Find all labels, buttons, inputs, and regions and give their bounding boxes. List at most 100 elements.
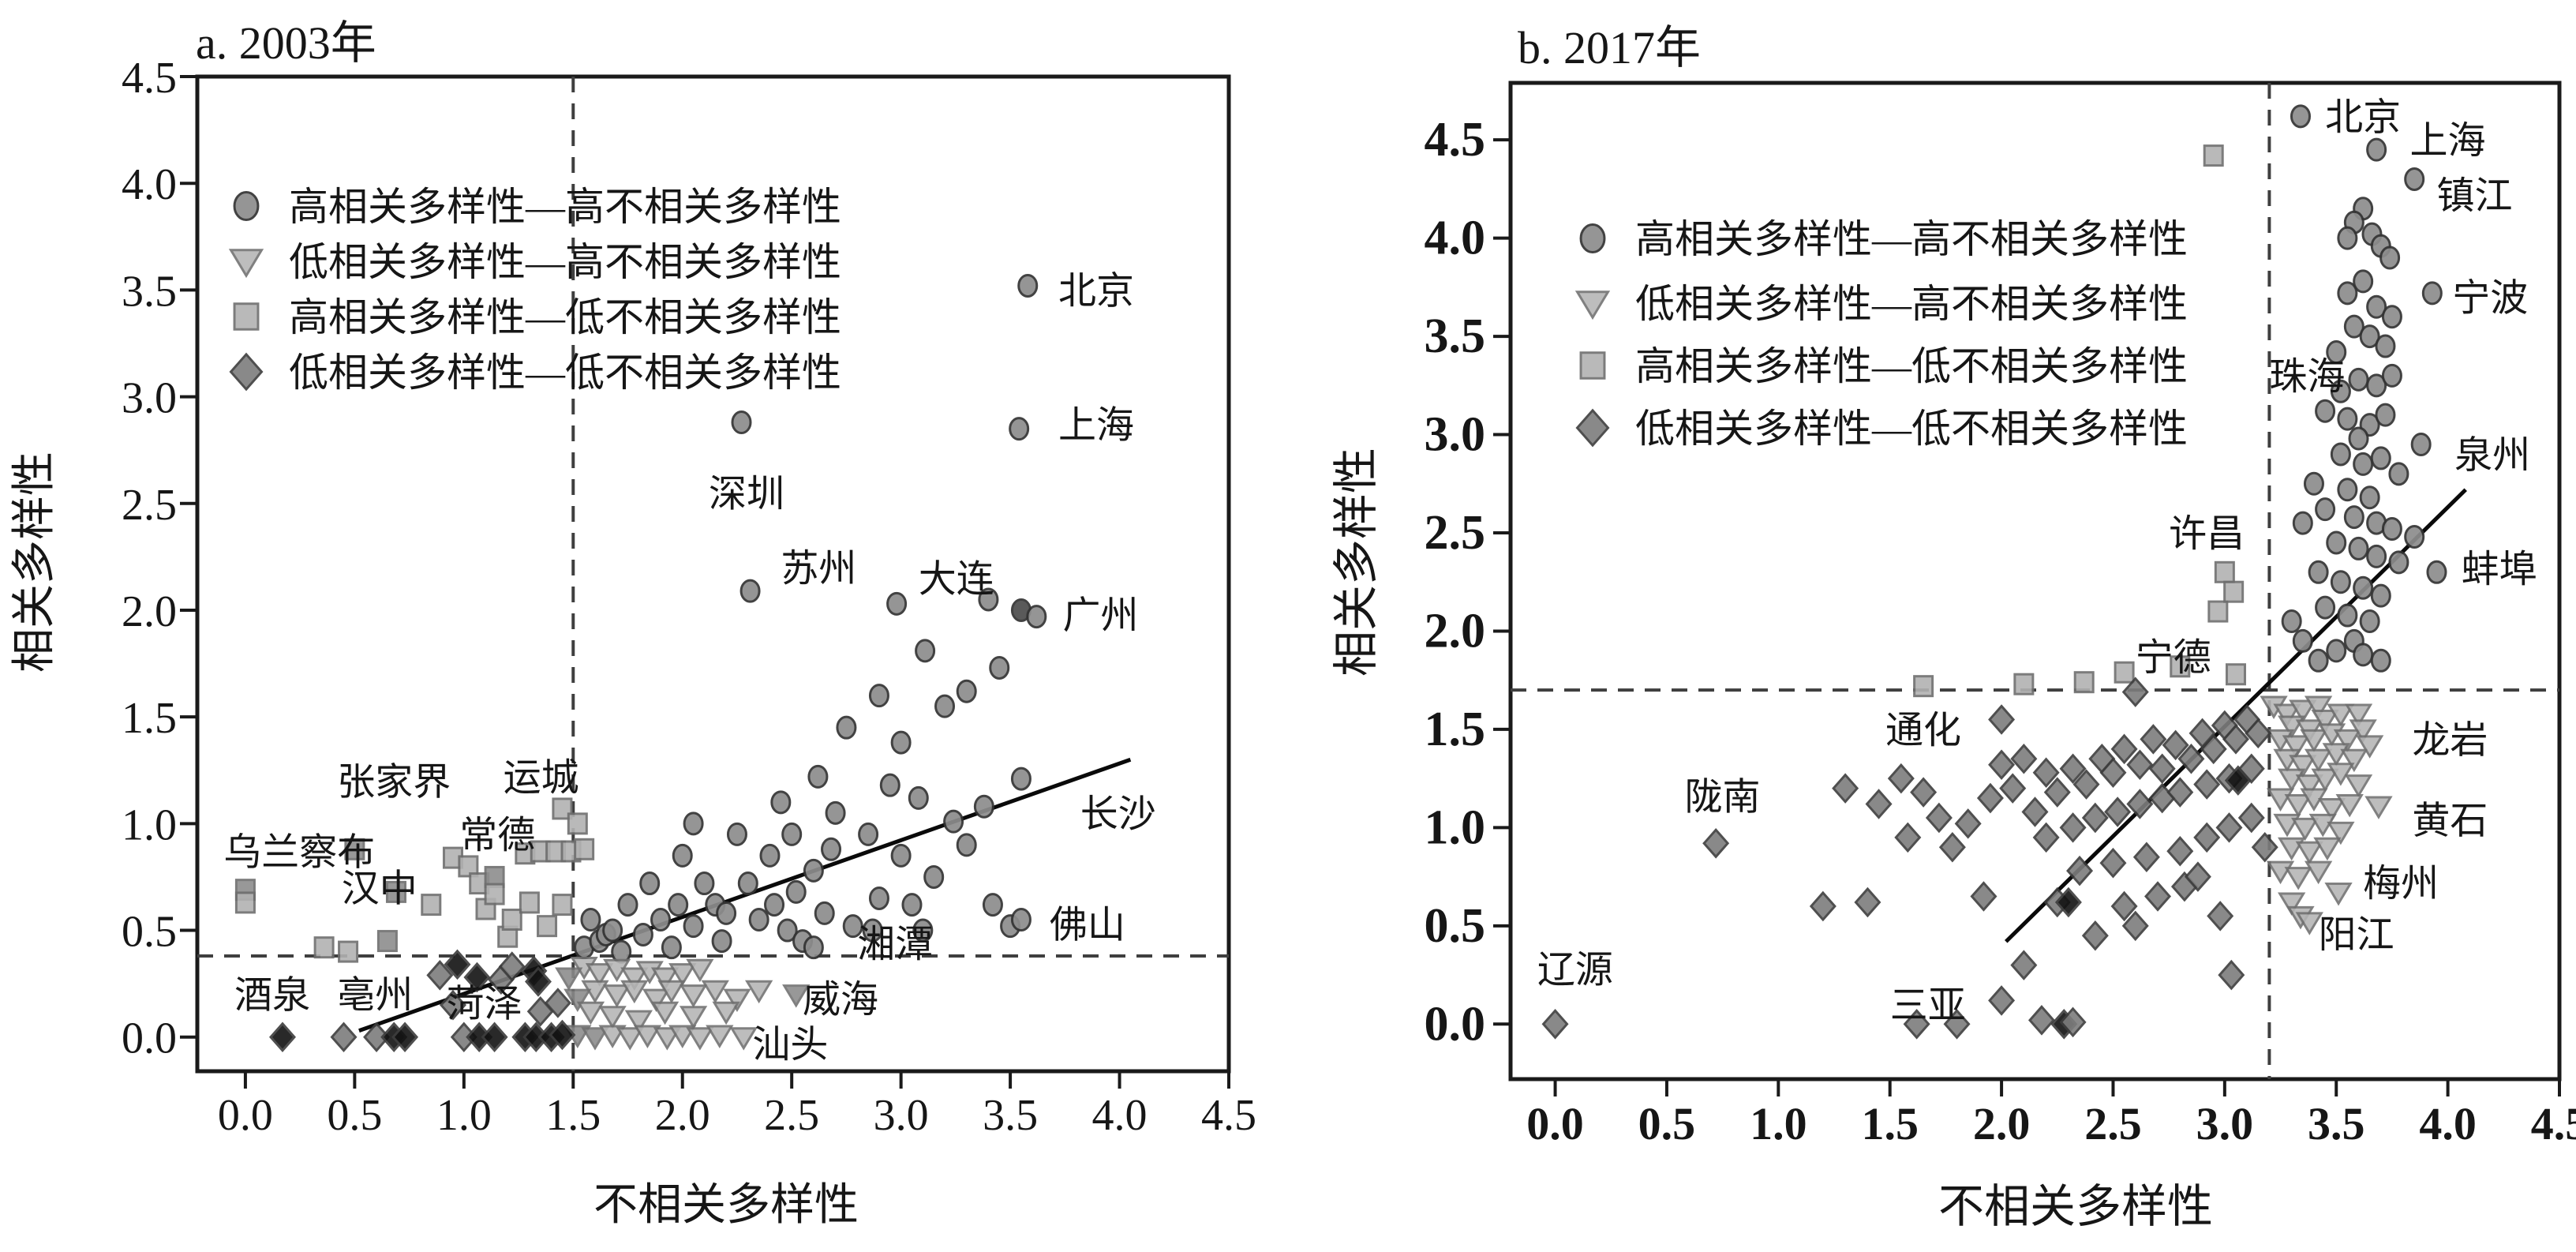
triangle-down-marker [2304,860,2333,885]
circle-marker [632,922,653,946]
city-label: 酒泉 [234,975,310,1017]
x-tick-label: 3.5 [983,1091,1038,1140]
diamond-marker [2200,733,2227,765]
triangle-down-marker [679,1006,708,1029]
y-tick-label: 2.5 [122,481,177,530]
circle-marker [759,843,781,868]
square-marker [2170,655,2191,678]
circle-marker [982,893,1003,917]
circle-marker [2381,305,2402,329]
diamond-marker [1887,763,1915,794]
circle-marker [2326,340,2347,365]
x-tick-label: 4.5 [2531,1098,2576,1149]
triangle-down-marker [555,967,583,991]
circle-marker [2337,281,2358,306]
y-tick-label: 4.5 [122,54,177,103]
panel-2003: a. 2003年 0.0 0.0 0.5 0.5 1.0 1.0 1.5 1.5 2.0 2.0 2.… [0,0,1286,1252]
triangle-down-marker [2289,755,2317,778]
triangle-down-marker [2324,883,2353,906]
city-label: 苏州 [781,548,856,590]
circle-marker [2330,379,2351,403]
triangle-down-marker [2344,774,2373,798]
circle-marker [764,893,785,917]
square-marker [458,855,479,878]
x-tick-label: 0.0 [218,1091,273,1140]
circle-marker [683,914,704,939]
square-marker [313,936,335,959]
diamond-marker [2059,812,2087,843]
triangle-down-marker [2340,748,2368,773]
x-tick-label: 2.0 [1973,1098,2031,1149]
circle-marker [2292,628,2313,653]
legend-label: 低相关多样性—低不相关多样性 [1635,407,2188,451]
city-label: 深圳 [709,473,784,515]
triangle-down-marker [2333,729,2362,753]
circle-marker [807,764,829,789]
circle-marker [785,879,807,904]
x-tick-label: 3.5 [2308,1098,2365,1149]
circle-marker [879,773,900,797]
circle-marker [1009,417,1030,441]
diamond-marker [1809,890,1837,922]
x-tick-label: 4.5 [1201,1091,1256,1140]
diamond-marker [2166,777,2194,808]
diamond-marker [1999,773,2027,804]
triangle-down-marker [633,1025,662,1048]
circle-marker [2375,334,2396,358]
square-marker [501,909,522,932]
triangle-down-marker [657,980,686,1004]
circle-marker [2353,643,2374,667]
plot-box [195,74,1231,1074]
square-marker [2223,580,2245,603]
y-tick-label: 0.0 [1425,997,1486,1051]
circle-marker [233,190,260,222]
circle-marker [2315,497,2336,522]
y-tick-label: 3.0 [1425,408,1486,462]
series-triangle [2260,695,2393,935]
legend: 高相关多样性—高不相关多样性低相关多样性—高不相关多样性高相关多样性—低不相关多… [1574,217,2188,451]
legend-label: 低相关多样性—高不相关多样性 [1635,282,2188,326]
square-marker [344,838,365,860]
legend: 高相关多样性—高不相关多样性低相关多样性—高不相关多样性高相关多样性—低不相关多… [228,185,841,395]
diamond-marker [2021,797,2049,827]
circle-marker [1010,767,1032,791]
diamond-marker [1943,1009,1971,1040]
diamond-marker [1832,773,1859,804]
city-label: 龙岩 [2412,719,2488,761]
city-label: 蚌埠 [2462,549,2537,590]
y-tick-label: 2.0 [122,587,177,636]
triangle-down-marker [616,1027,644,1051]
triangle-down-marker [581,1027,609,1051]
circle-marker [901,893,923,917]
legend-item: 高相关多样性—低不相关多样性 [233,295,841,339]
triangle-down-marker [2300,729,2328,753]
triangle-down-marker [598,1006,627,1029]
triangle-down-marker [576,1001,605,1025]
triangle-down-marker [620,980,649,1004]
circle-marker [814,901,835,925]
circle-marker [661,935,682,960]
square-marker [484,883,505,905]
circle-marker [943,809,964,834]
circle-marker [726,822,747,846]
legend-item: 高相关多样性—高不相关多样性 [1579,217,2188,261]
y-tick-label: 0.5 [122,908,177,957]
y-tick-label: 4.0 [1425,212,1486,265]
diamond-marker [2043,777,2071,808]
scatter-plot-2003: a. 2003年 0.0 0.0 0.5 0.5 1.0 1.0 1.5 1.5 2.0 2.0 2.… [10,17,1256,1230]
triangle-down-marker [2273,703,2301,727]
circle-marker [912,918,934,943]
circle-marker [2281,609,2302,634]
circle-marker [617,893,638,917]
square-marker [2013,673,2035,695]
triangle-down-marker [679,984,708,1008]
circle-marker [2359,324,2380,349]
circle-marker [2370,648,2391,673]
y-tick-label: 1.5 [1425,703,1486,756]
triangle-down-marker [598,1025,627,1048]
city-label: 镇江 [2436,175,2512,217]
circle-marker [1026,605,1047,629]
diamond-marker [2126,749,2154,781]
y-tick-label: 1.0 [1425,800,1486,854]
x-tick-label: 2.5 [764,1091,819,1140]
